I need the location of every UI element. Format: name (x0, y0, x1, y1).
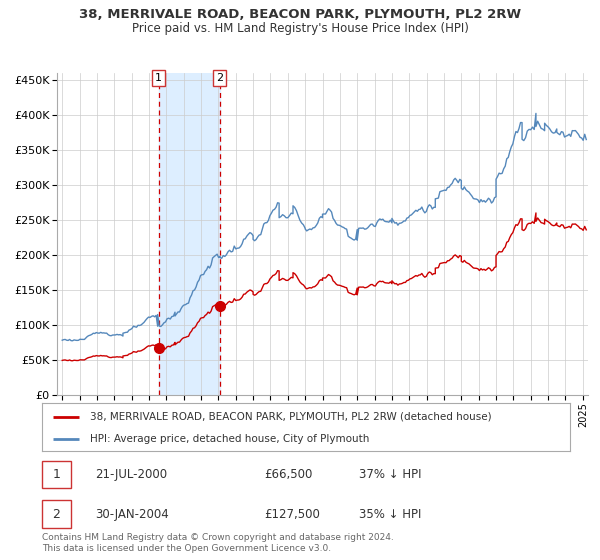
Text: 30-JAN-2004: 30-JAN-2004 (95, 507, 169, 521)
Text: 2: 2 (52, 507, 60, 521)
Text: 38, MERRIVALE ROAD, BEACON PARK, PLYMOUTH, PL2 2RW: 38, MERRIVALE ROAD, BEACON PARK, PLYMOUT… (79, 8, 521, 21)
Text: £127,500: £127,500 (264, 507, 320, 521)
Text: 1: 1 (155, 73, 162, 83)
Text: 35% ↓ HPI: 35% ↓ HPI (359, 507, 421, 521)
Text: 2: 2 (216, 73, 223, 83)
Text: HPI: Average price, detached house, City of Plymouth: HPI: Average price, detached house, City… (89, 434, 369, 444)
Text: 1: 1 (52, 468, 60, 481)
Text: 38, MERRIVALE ROAD, BEACON PARK, PLYMOUTH, PL2 2RW (detached house): 38, MERRIVALE ROAD, BEACON PARK, PLYMOUT… (89, 412, 491, 422)
FancyBboxPatch shape (42, 461, 71, 488)
Bar (158, 73, 220, 395)
Text: 21-JUL-2000: 21-JUL-2000 (95, 468, 167, 481)
Text: Price paid vs. HM Land Registry's House Price Index (HPI): Price paid vs. HM Land Registry's House … (131, 22, 469, 35)
FancyBboxPatch shape (42, 501, 71, 528)
Text: 37% ↓ HPI: 37% ↓ HPI (359, 468, 421, 481)
Text: Contains HM Land Registry data © Crown copyright and database right 2024.
This d: Contains HM Land Registry data © Crown c… (42, 533, 394, 553)
Text: £66,500: £66,500 (264, 468, 312, 481)
